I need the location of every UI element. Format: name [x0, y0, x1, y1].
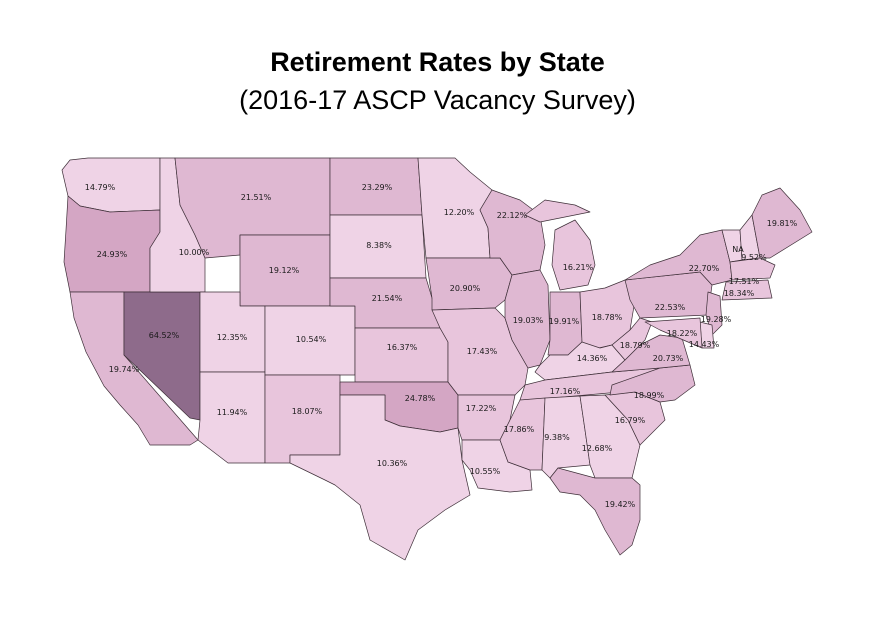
- state-value-label-wisconsin: 22.12%: [497, 211, 528, 220]
- state-value-label-south-dakota: 8.38%: [366, 241, 392, 250]
- state-kansas: [354, 327, 449, 383]
- state-maryland: [644, 317, 703, 349]
- state-value-label-arkansas: 17.22%: [466, 404, 497, 413]
- state-value-label-mississippi: 17.86%: [504, 425, 535, 434]
- state-value-label-kentucky: 14.36%: [577, 354, 608, 363]
- state-value-label-texas: 10.36%: [377, 459, 408, 468]
- state-value-label-missouri: 17.43%: [467, 347, 498, 356]
- state-value-label-nebraska: 21.54%: [372, 294, 403, 303]
- state-value-label-alabama: 9.38%: [544, 433, 570, 442]
- state-value-label-new-jersey: 19.28%: [701, 315, 732, 324]
- state-value-label-maryland: 18.22%: [667, 329, 698, 338]
- state-value-label-massachusetts: 17.51%: [729, 277, 760, 286]
- map-subtitle: (2016-17 ASCP Vacancy Survey): [239, 85, 636, 115]
- state-value-label-vermont: NA: [732, 245, 744, 254]
- state-value-label-illinois: 19.03%: [513, 316, 544, 325]
- state-value-label-kansas: 16.37%: [387, 343, 418, 352]
- state-maine: [751, 187, 813, 259]
- map-title: Retirement Rates by State: [270, 47, 605, 77]
- state-value-label-iowa: 20.90%: [450, 284, 481, 293]
- state-value-label-wyoming: 19.12%: [269, 266, 300, 275]
- state-texas: [289, 394, 471, 561]
- state-value-label-new-york: 22.70%: [689, 264, 720, 273]
- state-value-label-new-mexico: 18.07%: [292, 407, 323, 416]
- state-value-label-nevada: 64.52%: [149, 331, 180, 340]
- state-value-label-delaware: 14.43%: [689, 340, 720, 349]
- state-value-label-oklahoma: 24.78%: [405, 394, 436, 403]
- state-value-label-georgia: 12.68%: [582, 444, 613, 453]
- state-value-label-florida: 19.42%: [605, 500, 636, 509]
- state-value-label-new-hampshire: 9.52%: [741, 253, 767, 262]
- state-value-label-indiana: 19.91%: [549, 317, 580, 326]
- state-value-label-utah: 12.35%: [217, 333, 248, 342]
- state-value-label-maine: 19.81%: [767, 219, 798, 228]
- state-value-label-virginia: 20.73%: [653, 354, 684, 363]
- state-value-label-pennsylvania: 22.53%: [655, 303, 686, 312]
- state-value-label-michigan: 16.21%: [563, 263, 594, 272]
- state-florida: [549, 467, 641, 556]
- state-value-label-north-dakota: 23.29%: [362, 183, 393, 192]
- state-value-label-california: 19.74%: [109, 365, 140, 374]
- state-value-label-montana: 21.51%: [241, 193, 272, 202]
- state-value-label-louisiana: 10.55%: [470, 467, 501, 476]
- state-massachusetts: [729, 257, 776, 281]
- state-michigan: [524, 199, 596, 291]
- state-arizona: [197, 371, 266, 464]
- state-value-label-connecticut: 18.34%: [724, 289, 755, 298]
- state-connecticut: [721, 279, 773, 301]
- state-missouri: [431, 307, 529, 396]
- state-value-label-tennessee: 17.16%: [550, 387, 581, 396]
- state-new-mexico: [264, 374, 341, 464]
- state-value-label-north-carolina: 18.99%: [634, 391, 665, 400]
- state-value-label-idaho: 10.00%: [179, 248, 210, 257]
- state-value-label-arizona: 11.94%: [217, 408, 248, 417]
- state-illinois: [504, 269, 551, 369]
- state-value-label-ohio: 18.78%: [592, 313, 623, 322]
- state-value-label-colorado: 10.54%: [296, 335, 327, 344]
- state-value-label-oregon: 24.93%: [97, 250, 128, 259]
- state-value-label-south-carolina: 16.79%: [615, 416, 646, 425]
- state-value-label-washington: 14.79%: [85, 183, 116, 192]
- state-value-label-minnesota: 12.20%: [444, 208, 475, 217]
- state-value-label-west-virginia: 18.79%: [620, 341, 651, 350]
